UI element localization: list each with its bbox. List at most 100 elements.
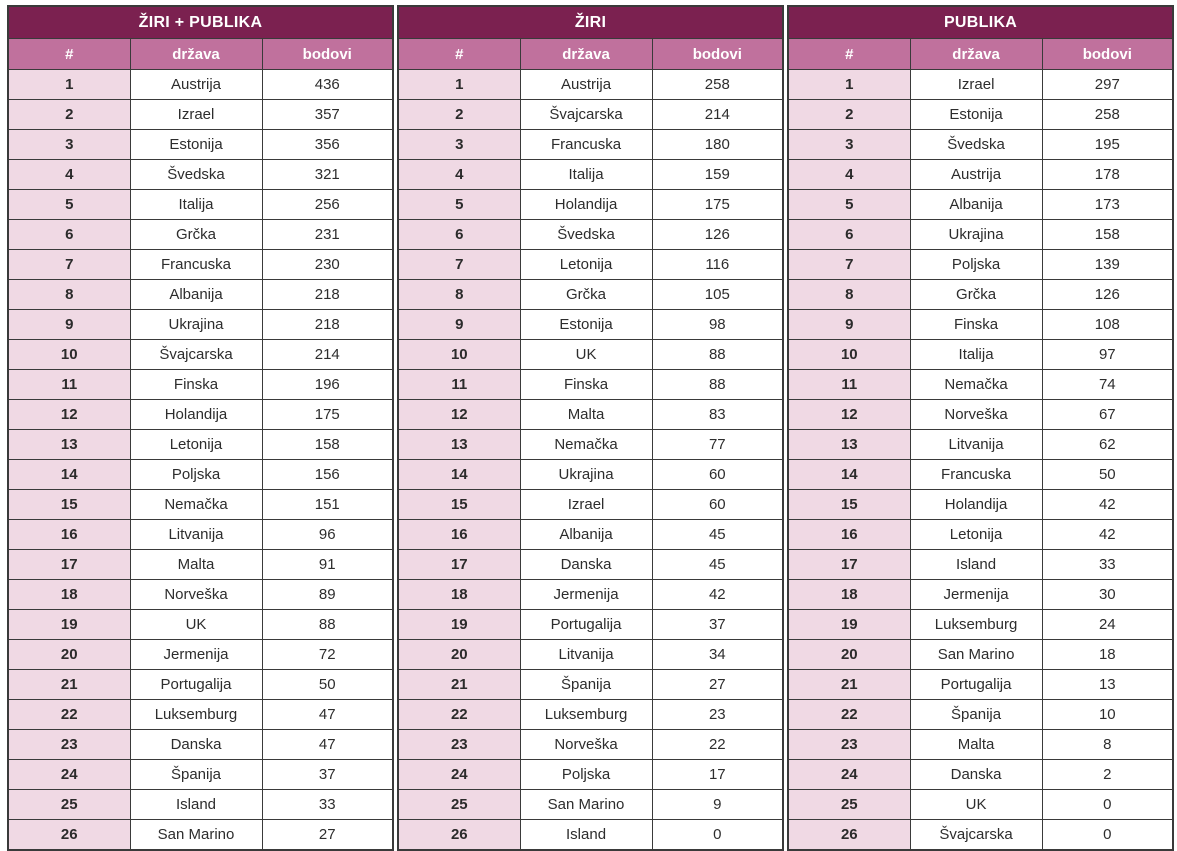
table-row: 10 Italija 97 bbox=[787, 339, 1174, 370]
rank-cell: 8 bbox=[397, 279, 521, 310]
rank-cell: 12 bbox=[397, 399, 521, 430]
rank-cell: 1 bbox=[787, 69, 911, 100]
table-row: 12 Holandija 175 bbox=[7, 399, 394, 430]
points-cell: 173 bbox=[1041, 189, 1174, 220]
table-row: 1 Izrael 297 bbox=[787, 69, 1174, 100]
points-cell: 45 bbox=[651, 549, 784, 580]
country-cell: Island bbox=[519, 819, 653, 851]
table-row: 1 Austrija 436 bbox=[7, 69, 394, 100]
rank-cell: 20 bbox=[7, 639, 131, 670]
table-row: 11 Nemačka 74 bbox=[787, 369, 1174, 400]
table-row: 13 Litvanija 62 bbox=[787, 429, 1174, 460]
points-cell: 45 bbox=[651, 519, 784, 550]
country-cell: UK bbox=[129, 609, 263, 640]
rank-cell: 15 bbox=[787, 489, 911, 520]
country-cell: UK bbox=[519, 339, 653, 370]
rank-cell: 15 bbox=[7, 489, 131, 520]
voting-results-board: ŽIRI + PUBLIKA # država bodovi 1 Austrija… bbox=[7, 5, 1175, 851]
table-row: 20 Litvanija 34 bbox=[397, 639, 784, 670]
points-cell: 89 bbox=[261, 579, 394, 610]
country-cell: Danska bbox=[909, 759, 1043, 790]
rank-cell: 23 bbox=[7, 729, 131, 760]
rank-cell: 4 bbox=[397, 159, 521, 190]
points-cell: 67 bbox=[1041, 399, 1174, 430]
points-cell: 62 bbox=[1041, 429, 1174, 460]
table-jury: ŽIRI # država bodovi 1 Austrija 258 2 Švajca… bbox=[397, 5, 785, 851]
country-cell: Luksemburg bbox=[909, 609, 1043, 640]
points-cell: 83 bbox=[651, 399, 784, 430]
points-cell: 356 bbox=[261, 129, 394, 160]
points-cell: 0 bbox=[1041, 819, 1174, 851]
country-cell: Finska bbox=[909, 309, 1043, 340]
points-cell: 27 bbox=[261, 819, 394, 851]
column-header-country: država bbox=[909, 38, 1043, 70]
rank-cell: 22 bbox=[787, 699, 911, 730]
table-row: 24 Danska 2 bbox=[787, 759, 1174, 790]
country-cell: Grčka bbox=[129, 219, 263, 250]
country-cell: Nemačka bbox=[129, 489, 263, 520]
column-header-rank: # bbox=[397, 38, 521, 70]
rank-cell: 25 bbox=[397, 789, 521, 820]
table-row: 6 Švedska 126 bbox=[397, 219, 784, 250]
country-cell: Finska bbox=[129, 369, 263, 400]
rank-cell: 19 bbox=[7, 609, 131, 640]
country-cell: Nemačka bbox=[519, 429, 653, 460]
rank-cell: 21 bbox=[7, 669, 131, 700]
points-cell: 17 bbox=[651, 759, 784, 790]
points-cell: 77 bbox=[651, 429, 784, 460]
rank-cell: 26 bbox=[397, 819, 521, 851]
points-cell: 105 bbox=[651, 279, 784, 310]
table-row: 5 Holandija 175 bbox=[397, 189, 784, 220]
points-cell: 357 bbox=[261, 99, 394, 130]
country-cell: Estonija bbox=[519, 309, 653, 340]
points-cell: 8 bbox=[1041, 729, 1174, 760]
country-cell: Portugalija bbox=[909, 669, 1043, 700]
points-cell: 0 bbox=[1041, 789, 1174, 820]
country-cell: Grčka bbox=[519, 279, 653, 310]
points-cell: 2 bbox=[1041, 759, 1174, 790]
points-cell: 116 bbox=[651, 249, 784, 280]
country-cell: Albanija bbox=[129, 279, 263, 310]
rank-cell: 16 bbox=[787, 519, 911, 550]
country-cell: Albanija bbox=[909, 189, 1043, 220]
rank-cell: 11 bbox=[787, 369, 911, 400]
country-cell: Malta bbox=[909, 729, 1043, 760]
country-cell: Holandija bbox=[909, 489, 1043, 520]
table-row: 24 Španija 37 bbox=[7, 759, 394, 790]
table-row: 7 Letonija 116 bbox=[397, 249, 784, 280]
points-cell: 258 bbox=[1041, 99, 1174, 130]
country-cell: Luksemburg bbox=[129, 699, 263, 730]
points-cell: 98 bbox=[651, 309, 784, 340]
points-cell: 42 bbox=[651, 579, 784, 610]
table-row: 2 Izrael 357 bbox=[7, 99, 394, 130]
rank-cell: 13 bbox=[397, 429, 521, 460]
points-cell: 23 bbox=[651, 699, 784, 730]
rank-cell: 17 bbox=[787, 549, 911, 580]
points-cell: 139 bbox=[1041, 249, 1174, 280]
country-cell: Švedska bbox=[129, 159, 263, 190]
points-cell: 42 bbox=[1041, 519, 1174, 550]
table-row: 15 Izrael 60 bbox=[397, 489, 784, 520]
country-cell: Holandija bbox=[129, 399, 263, 430]
rank-cell: 7 bbox=[787, 249, 911, 280]
country-cell: Finska bbox=[519, 369, 653, 400]
points-cell: 180 bbox=[651, 129, 784, 160]
rank-cell: 7 bbox=[397, 249, 521, 280]
table-row: 14 Poljska 156 bbox=[7, 459, 394, 490]
table-row: 18 Norveška 89 bbox=[7, 579, 394, 610]
points-cell: 0 bbox=[651, 819, 784, 851]
table-row: 26 San Marino 27 bbox=[7, 819, 394, 851]
table-row: 8 Albanija 218 bbox=[7, 279, 394, 310]
points-cell: 231 bbox=[261, 219, 394, 250]
country-cell: Holandija bbox=[519, 189, 653, 220]
table-row: 3 Švedska 195 bbox=[787, 129, 1174, 160]
table-row: 25 UK 0 bbox=[787, 789, 1174, 820]
rank-cell: 18 bbox=[397, 579, 521, 610]
country-cell: Francuska bbox=[519, 129, 653, 160]
points-cell: 214 bbox=[651, 99, 784, 130]
country-cell: Jermenija bbox=[129, 639, 263, 670]
points-cell: 91 bbox=[261, 549, 394, 580]
table-jury-plus-public: ŽIRI + PUBLIKA # država bodovi 1 Austrija… bbox=[7, 5, 395, 851]
table-row: 15 Holandija 42 bbox=[787, 489, 1174, 520]
points-cell: 156 bbox=[261, 459, 394, 490]
